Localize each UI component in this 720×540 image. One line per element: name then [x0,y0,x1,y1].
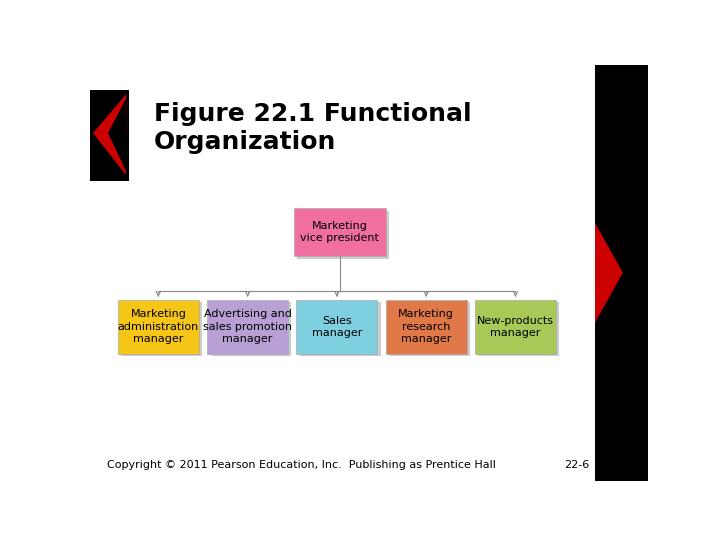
Polygon shape [93,94,126,133]
Bar [478,302,559,356]
Bar [90,90,129,181]
Bar [118,300,199,354]
Text: Marketing
administration
manager: Marketing administration manager [118,309,199,344]
Bar [121,302,202,356]
Text: Marketing
vice president: Marketing vice president [300,221,379,244]
Bar [595,65,648,481]
Bar [300,302,381,356]
Polygon shape [108,98,126,133]
Polygon shape [595,223,623,322]
Bar [207,300,288,354]
Text: Copyright © 2011 Pearson Education, Inc.  Publishing as Prentice Hall: Copyright © 2011 Pearson Education, Inc.… [107,460,495,470]
Text: New-products
manager: New-products manager [477,315,554,338]
Text: Figure 22.1 Functional
Organization: Figure 22.1 Functional Organization [154,102,472,154]
Bar [475,300,556,354]
Text: 22-6: 22-6 [564,460,590,470]
Bar [297,300,377,354]
Text: Sales
manager: Sales manager [312,315,362,338]
Text: Advertising and
sales promotion
manager: Advertising and sales promotion manager [203,309,292,344]
Bar [386,300,467,354]
Text: Marketing
research
manager: Marketing research manager [398,309,454,344]
Bar [294,208,386,256]
Bar [297,211,389,259]
Polygon shape [93,133,126,175]
Polygon shape [108,133,126,171]
Bar [210,302,292,356]
Bar [389,302,470,356]
